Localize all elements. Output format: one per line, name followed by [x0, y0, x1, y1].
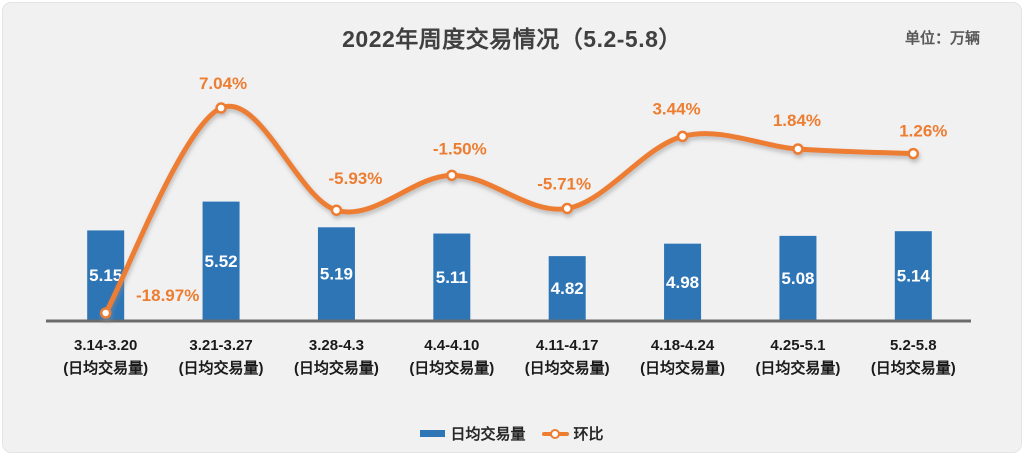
- bar-value-label: 4.82: [551, 279, 584, 298]
- x-axis-sublabel: (日均交易量): [525, 359, 610, 377]
- chart-title: 2022年周度交易情况（5.2-5.8）: [342, 26, 682, 52]
- bar: [317, 227, 355, 320]
- x-axis-label: 3.21-3.27: [189, 337, 252, 354]
- x-axis-label: 3.28-4.3: [309, 337, 364, 354]
- bar-swatch-icon: [420, 430, 446, 437]
- legend-item-line: 环比: [541, 423, 604, 444]
- legend-line-label: 环比: [573, 426, 604, 443]
- bar-value-label: 4.98: [666, 273, 699, 292]
- legend-item-bar: 日均交易量: [420, 423, 526, 444]
- bar-value-label: 5.15: [89, 266, 122, 285]
- x-axis-sublabel: (日均交易量): [63, 359, 148, 377]
- data-point-marker: [676, 130, 689, 143]
- x-axis-sublabel: (日均交易量): [755, 359, 840, 377]
- legend: 日均交易量 环比: [0, 423, 1024, 444]
- x-axis-sublabel: (日均交易量): [640, 359, 725, 377]
- line-swatch-icon: [541, 428, 569, 439]
- bar-value-label: 5.19: [320, 265, 353, 284]
- pct-label: -5.93%: [329, 169, 383, 188]
- x-axis-label: 4.25-5.1: [770, 337, 825, 354]
- bar-value-label: 5.08: [781, 269, 814, 288]
- bar: [779, 235, 817, 320]
- bar-value-label: 5.11: [436, 268, 468, 287]
- data-point-marker: [330, 204, 343, 216]
- unit-label: 单位：万辆: [904, 30, 980, 47]
- x-axis-label: 3.14-3.20: [74, 337, 137, 354]
- x-axis-label: 4.18-4.24: [651, 337, 715, 354]
- bar-value-label: 5.52: [205, 252, 238, 271]
- data-point-marker: [561, 202, 573, 215]
- data-point-marker: [446, 169, 458, 182]
- x-axis-label: 4.4-4.10: [424, 337, 479, 354]
- pct-label: -1.50%: [433, 139, 487, 158]
- data-point-marker: [215, 102, 227, 114]
- data-point-marker: [99, 307, 112, 319]
- pct-label: 7.04%: [199, 74, 247, 93]
- bar: [548, 256, 586, 320]
- legend-bar-label: 日均交易量: [450, 426, 526, 443]
- pct-label: 3.44%: [652, 99, 700, 118]
- x-axis-line: [46, 319, 971, 323]
- data-point-marker: [792, 143, 804, 155]
- pct-label: 1.26%: [899, 122, 947, 141]
- pct-label: -5.71%: [537, 174, 591, 193]
- x-axis-label: 5.2-5.8: [890, 337, 937, 354]
- trend-line-group: [99, 102, 920, 319]
- bar: [87, 230, 125, 320]
- x-axis-sublabel: (日均交易量): [294, 359, 379, 377]
- bar: [894, 231, 932, 320]
- bar: [664, 243, 702, 320]
- pct-label: 1.84%: [773, 111, 821, 130]
- x-axis-sublabel: (日均交易量): [179, 359, 264, 377]
- pct-label: -18.97%: [136, 286, 199, 305]
- x-axis-sublabel: (日均交易量): [409, 359, 494, 377]
- data-point-marker: [907, 147, 920, 160]
- x-axis-label: 4.11-4.17: [536, 337, 599, 354]
- bar: [433, 233, 471, 320]
- x-axis-sublabel: (日均交易量): [871, 359, 956, 377]
- bar: [202, 201, 240, 320]
- bar-value-label: 5.14: [897, 267, 931, 286]
